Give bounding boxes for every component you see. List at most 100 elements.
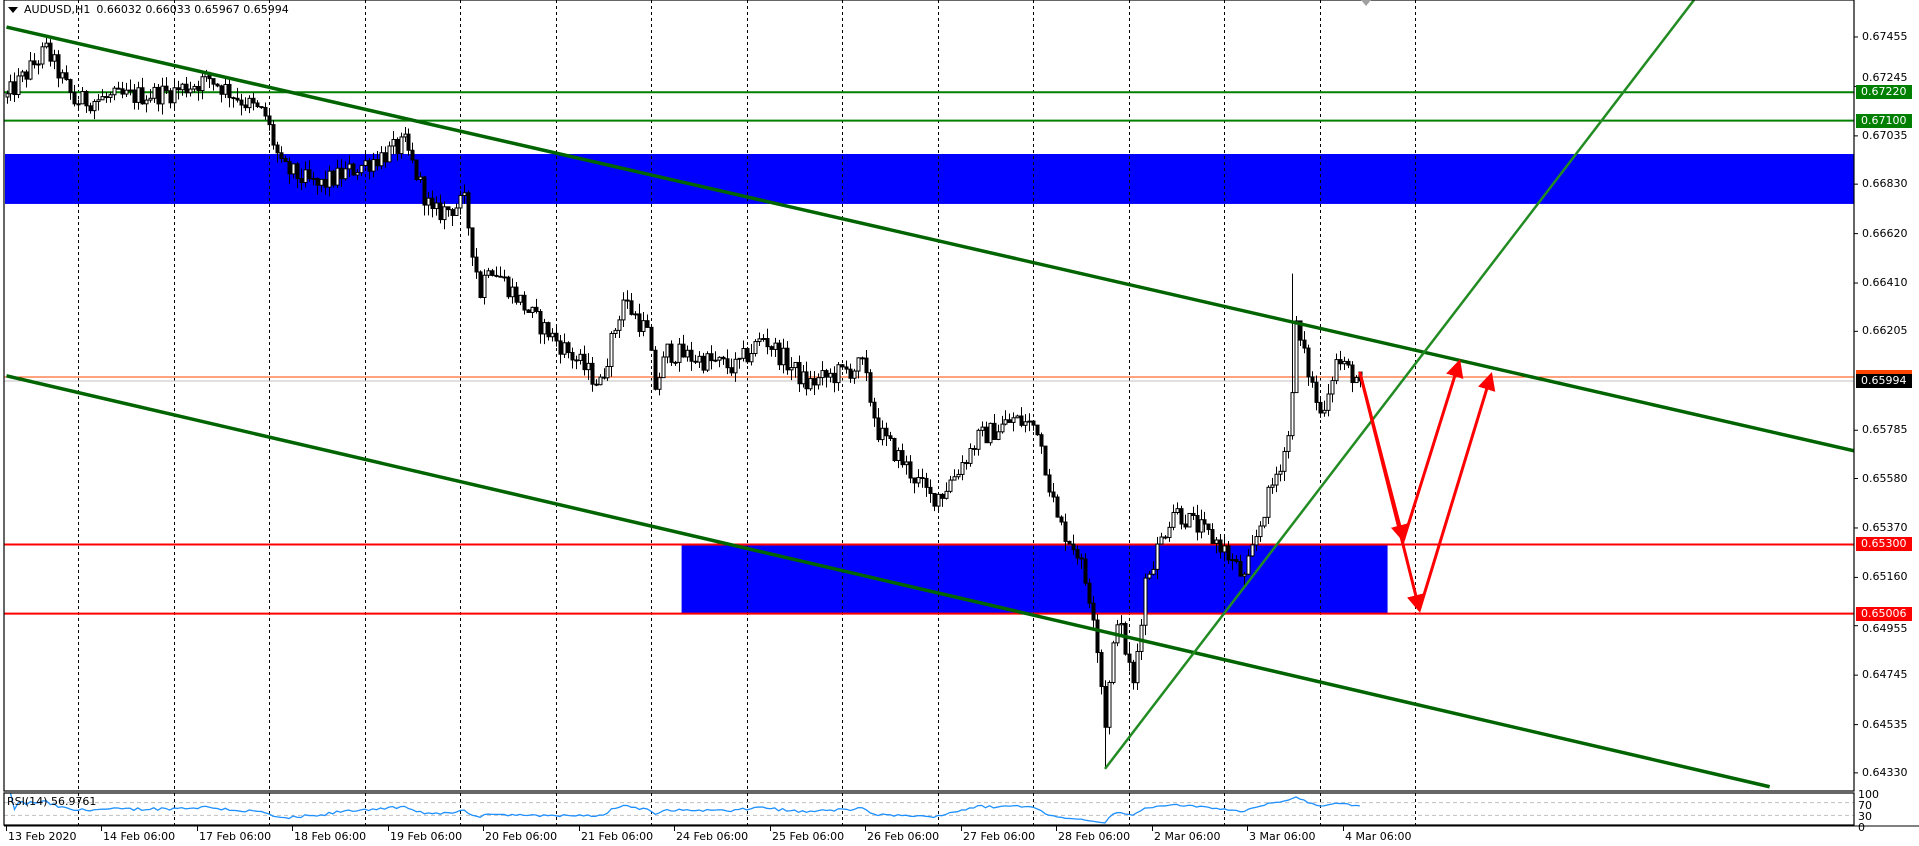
candle — [40, 42, 45, 69]
chart-shift-marker-icon[interactable] — [1361, 0, 1371, 6]
candle — [689, 341, 694, 371]
candle — [844, 360, 849, 374]
bull-candle-body — [1242, 573, 1247, 577]
bull-candle-body — [355, 172, 360, 176]
candle — [1246, 549, 1251, 575]
bear-candle-body — [235, 97, 240, 101]
bear-candle-body — [1051, 491, 1056, 498]
bull-candle-body — [363, 160, 368, 166]
candle — [478, 270, 483, 299]
candle — [721, 355, 726, 365]
bear-candle-body — [1234, 559, 1239, 563]
bear-candle-body — [570, 352, 575, 361]
candle — [28, 51, 33, 81]
candle — [1314, 375, 1319, 411]
bear-candle-body — [844, 366, 849, 370]
bear-candle-body — [299, 178, 304, 183]
bear-candle-body — [1087, 582, 1092, 604]
bull-candle-body — [617, 319, 622, 331]
candle — [1079, 553, 1084, 570]
bull-candle-body — [16, 75, 21, 96]
bear-candle-body — [876, 417, 881, 441]
candle — [598, 374, 603, 386]
bear-candle-body — [1131, 661, 1136, 684]
candle — [840, 364, 845, 370]
bull-candle-body — [1286, 435, 1291, 452]
bull-candle-body — [303, 169, 308, 183]
arrow-projection[interactable] — [1417, 372, 1496, 611]
candle — [379, 146, 384, 170]
bull-candle-body — [311, 177, 316, 180]
trendline-upper-channel[interactable] — [6, 25, 1855, 453]
candle — [219, 84, 224, 103]
bull-candle-body — [761, 338, 766, 341]
candle — [613, 328, 618, 339]
bull-candle-body — [1147, 573, 1152, 579]
bear-candle-body — [888, 435, 893, 439]
axis-ticks — [6, 36, 1858, 831]
bear-candle-body — [1099, 652, 1104, 687]
price-tick-label: 0.67035 — [1862, 128, 1908, 142]
candle — [1310, 371, 1315, 388]
candle — [605, 358, 610, 381]
candle — [474, 247, 479, 279]
main-chart-frame — [3, 0, 1855, 792]
bear-candle-body — [494, 274, 499, 277]
candle — [1163, 535, 1168, 540]
bear-candle-body — [104, 96, 109, 99]
bear-candle-body — [331, 170, 336, 186]
candle — [1191, 506, 1196, 520]
candle — [685, 345, 690, 362]
candle — [924, 472, 929, 497]
candle — [1143, 573, 1148, 636]
candle — [1103, 680, 1108, 769]
bull-candle-body — [542, 322, 547, 335]
bear-candle-body — [84, 91, 89, 107]
candle — [641, 312, 646, 337]
candle — [20, 69, 25, 83]
current-price-label: 0.65994 — [1856, 374, 1912, 389]
trendline-uptrend[interactable] — [1103, 0, 1696, 770]
time-tick-label: 2 Mar 06:00 — [1154, 830, 1221, 843]
bull-candle-body — [387, 145, 392, 163]
candle — [968, 443, 973, 467]
candle — [1000, 415, 1005, 434]
arrow-projection[interactable] — [1402, 359, 1464, 541]
bull-candle-body — [1326, 393, 1331, 411]
bull-candle-body — [518, 294, 523, 303]
rectangle-zone[interactable] — [5, 154, 1854, 204]
bull-candle-body — [956, 473, 961, 478]
candle — [701, 352, 706, 374]
candle — [757, 332, 762, 346]
candle — [414, 159, 419, 182]
candle — [311, 172, 316, 186]
bull-candle-body — [1246, 555, 1251, 575]
arrow-projection[interactable] — [1358, 371, 1425, 613]
bull-candle-body — [1111, 642, 1116, 683]
candle — [1151, 561, 1156, 576]
bear-candle-body — [351, 163, 356, 176]
bull-candle-body — [1258, 525, 1263, 538]
rectangle-zone[interactable] — [681, 544, 1388, 614]
bear-candle-body — [1035, 424, 1040, 436]
candle — [192, 83, 197, 93]
candle — [430, 190, 435, 218]
trendline-lower-channel[interactable] — [6, 374, 1771, 789]
candle — [928, 479, 933, 503]
bull-candle-body — [1171, 512, 1176, 528]
bull-candle-body — [952, 476, 957, 481]
bull-candle-body — [578, 353, 583, 361]
bull-candle-body — [510, 286, 515, 298]
dropdown-triangle-icon[interactable] — [8, 6, 18, 13]
bear-candle-body — [984, 426, 989, 444]
candle — [359, 164, 364, 177]
time-tick-label: 4 Mar 06:00 — [1345, 830, 1412, 843]
candle — [836, 362, 841, 391]
candle — [1334, 353, 1339, 385]
candle — [375, 150, 380, 171]
bear-candle-body — [215, 83, 220, 87]
candle — [621, 292, 626, 327]
bear-candle-body — [848, 368, 853, 379]
price-tick-label: 0.66830 — [1862, 177, 1908, 191]
